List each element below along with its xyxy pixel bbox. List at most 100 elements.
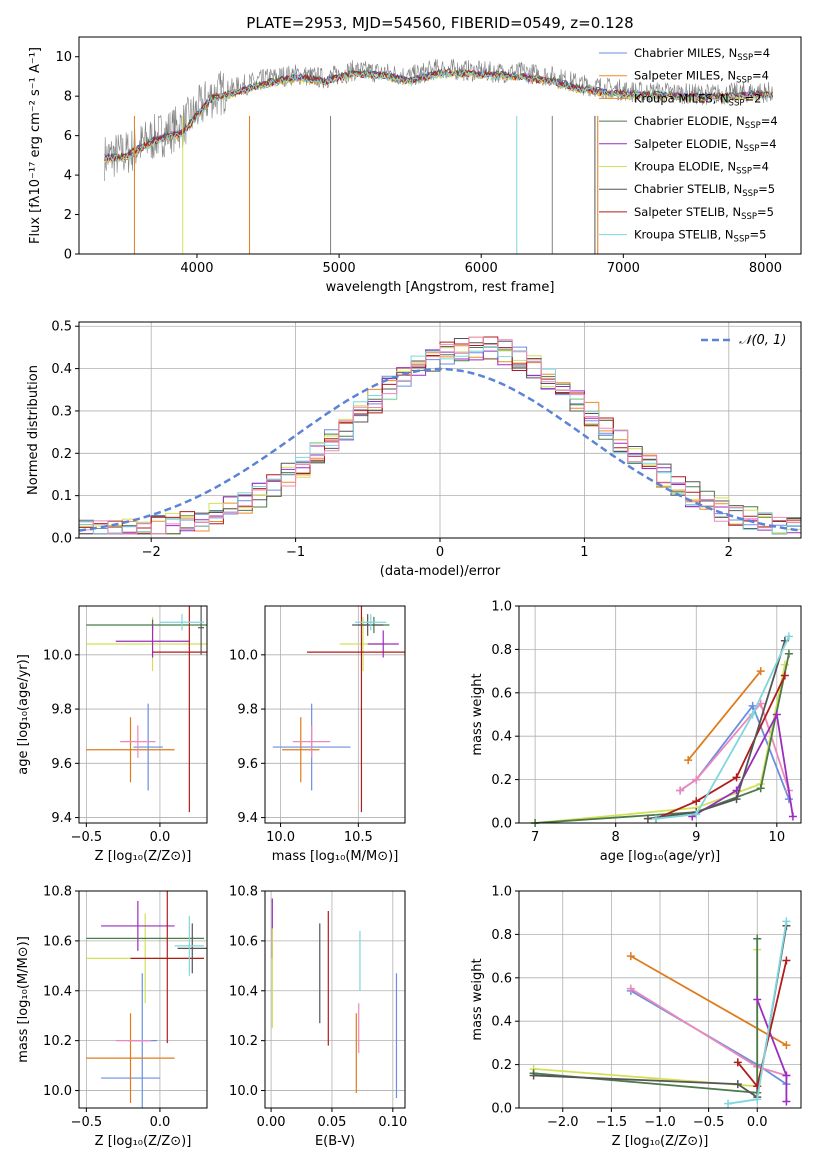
data-point	[120, 725, 156, 758]
plus-marker	[753, 1095, 762, 1104]
plus-marker	[692, 797, 701, 806]
legend-label: Kroupa STELIB, NSSP=5	[634, 228, 766, 245]
x-tick-label: 0.0	[747, 1115, 768, 1130]
plus-marker	[782, 956, 791, 965]
age-vs-z-panel: −0.5 0.0 9.4 9.6 9.8 10.0 Z [log₁₀(Z/Z⊙)] age […	[16, 605, 208, 864]
plus-marker	[748, 710, 757, 719]
plus-marker	[692, 775, 701, 784]
normal-curve	[79, 367, 801, 532]
y-tick-label: 0.4	[491, 1015, 512, 1030]
plus-marker	[782, 1041, 791, 1050]
legend-label: Kroupa ELODIE, NSSP=4	[634, 160, 769, 177]
y-tick-label: 10.6	[229, 934, 258, 949]
weight-line	[647, 640, 786, 820]
legend-label: Salpeter ELODIE, NSSP=4	[634, 137, 777, 154]
legend-suffix: =5	[758, 182, 775, 196]
x-axis-label: mass [log₁₀(M/M⊙)]	[272, 849, 399, 864]
x-tick-label: −2.0	[547, 1115, 579, 1130]
legend-subscript: SSP	[737, 53, 753, 63]
weight-series	[684, 667, 765, 765]
plus-marker	[692, 810, 701, 819]
y-tick-label: 0.0	[51, 532, 72, 547]
y-axis-label: mass weight	[470, 958, 485, 1040]
weight-line	[630, 955, 787, 1046]
y-tick-label: 10.4	[43, 984, 72, 999]
plus-marker	[676, 786, 685, 795]
plot-frame	[264, 890, 406, 1109]
weight-lines	[531, 632, 797, 827]
legend-subscript: SSP	[736, 167, 752, 177]
x-axis-label: wavelength [Angstrom, rest frame]	[326, 280, 555, 295]
plus-marker	[772, 710, 781, 719]
legend-suffix: =4	[761, 114, 778, 128]
legend-subscript: SSP	[729, 98, 745, 108]
x-tick-label: 5000	[323, 261, 356, 276]
plus-marker	[782, 1071, 791, 1080]
weight-series	[529, 934, 762, 1097]
error-bars	[86, 606, 207, 813]
histogram-series	[79, 336, 801, 535]
y-axis-label: mass weight	[470, 673, 485, 755]
y-tick-label: 10.2	[43, 1034, 72, 1049]
plot-frame	[518, 890, 802, 1109]
x-tick-label: −1.0	[644, 1115, 676, 1130]
data-point	[355, 614, 387, 631]
y-tick-label: 0.3	[51, 404, 72, 419]
plus-marker	[784, 649, 793, 658]
y-tick-label: 0.2	[51, 447, 72, 462]
y-tick-label: 10.4	[229, 984, 258, 999]
mass-vs-z-panel: −0.5 0.0 10.0 10.2 10.4 10.6 10.8 Z [log₁₀(Z/Z⊙…	[16, 885, 208, 1149]
plus-marker	[626, 952, 635, 961]
plus-marker	[643, 814, 652, 823]
x-tick-label: −0.5	[693, 1115, 725, 1130]
legend-subscript: SSP	[741, 212, 757, 222]
legend-label: Kroupa MILES, NSSP=2	[634, 91, 761, 108]
histograms	[79, 336, 801, 535]
y-tick-label: 0.2	[491, 1058, 512, 1073]
weight-series	[753, 995, 791, 1106]
y-tick-label: 0.8	[491, 928, 512, 943]
legend-suffix: =4	[760, 137, 777, 151]
y-tick-label: 0.1	[51, 489, 72, 504]
model-spectrum-line	[104, 69, 774, 163]
x-axis-label: age [log₁₀(age/yr)]	[600, 849, 721, 864]
plus-marker	[732, 795, 741, 804]
plot-frame	[78, 605, 208, 824]
plus-marker	[724, 1099, 733, 1108]
weight-series	[531, 649, 793, 827]
y-tick-label: 1.0	[491, 600, 512, 615]
plus-marker	[782, 1097, 791, 1106]
x-tick-label: 10	[769, 830, 786, 845]
x-tick-label: 0.0	[150, 1115, 171, 1130]
plus-marker	[733, 1058, 742, 1067]
data-point	[282, 717, 320, 783]
legend-subscript: SSP	[745, 121, 761, 131]
weight-line	[655, 636, 790, 820]
weight-line	[691, 711, 794, 818]
y-tick-label: 10.0	[229, 648, 258, 663]
x-tick-label: 10.0	[266, 830, 295, 845]
y-tick-label: 1.0	[491, 885, 512, 900]
data-point	[174, 915, 205, 976]
x-axis-label: Z [log₁₀(Z/Z⊙)]	[95, 1134, 192, 1149]
plot-frame	[518, 605, 802, 824]
chart-title: PLATE=2953, MJD=54560, FIBERID=0549, z=0…	[246, 14, 633, 32]
y-tick-label: 8	[64, 90, 72, 105]
legend-text: Salpeter MILES, N	[634, 69, 736, 83]
legend-suffix: =5	[749, 228, 766, 242]
y-tick-label: 9.6	[237, 757, 258, 772]
y-tick-label: 0.4	[51, 362, 72, 377]
data-point	[152, 606, 207, 813]
weight-series	[531, 660, 789, 827]
y-tick-label: 9.4	[237, 811, 258, 826]
x-axis-label: E(B-V)	[315, 1134, 355, 1149]
x-axis-label: Z [log₁₀(Z/Z⊙)]	[95, 849, 192, 864]
x-tick-label: 0.10	[378, 1115, 407, 1130]
plus-marker	[748, 701, 757, 710]
y-tick-label: 2	[64, 208, 72, 223]
x-tick-label: 7000	[607, 261, 640, 276]
legend-text: Chabrier MILES, N	[634, 46, 737, 60]
weight-vs-z-panel: −2.0 −1.5 −1.0 −0.5 0.0 0.0 0.2 0.4 0.6 0.8 1.0 Z […	[470, 885, 802, 1149]
x-tick-label: 0.0	[150, 830, 171, 845]
